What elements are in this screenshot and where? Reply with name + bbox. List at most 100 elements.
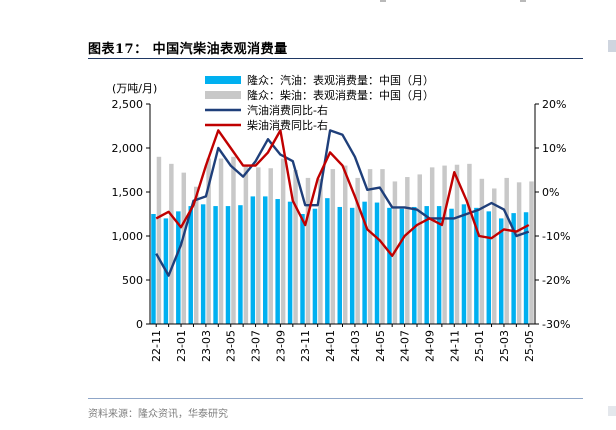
x-tick-label: 22-11: [150, 330, 163, 362]
bar-gasoline-24-12: [461, 204, 467, 324]
bar-gasoline-24-01: [325, 198, 330, 324]
bar-diesel-23-12: [318, 178, 323, 324]
bar-gasoline-23-03: [200, 204, 206, 324]
bar-diesel-23-02: [193, 186, 199, 324]
y-axis-label: (万吨/月): [112, 82, 157, 95]
x-tick-label: 24-01: [324, 330, 337, 362]
bar-gasoline-23-11: [300, 214, 305, 324]
bar-diesel-24-10: [442, 165, 447, 324]
bar-diesel-24-07: [405, 177, 410, 324]
y-left-tick-label: 2,000: [112, 142, 144, 155]
legend-swatch: [205, 76, 241, 84]
y-left-tick-label: 1,500: [112, 186, 144, 199]
bar-gasoline-23-07: [250, 196, 256, 324]
x-tick-label: 24-03: [349, 330, 362, 362]
y-right-tick-label: -20%: [542, 274, 570, 287]
y-right-tick-label: -30%: [542, 318, 570, 331]
bar-diesel-24-08: [417, 174, 422, 324]
bar-gasoline-25-04: [511, 213, 516, 324]
legend-label: 汽油消费同比-右: [247, 103, 328, 117]
bar-gasoline-24-05: [374, 202, 380, 324]
bar-diesel-23-04: [218, 158, 224, 324]
bar-gasoline-24-06: [387, 207, 392, 324]
bar-diesel-23-03: [206, 158, 211, 324]
bar-diesel-22-12: [169, 163, 174, 324]
bar-gasoline-23-09: [275, 199, 280, 324]
bar-diesel-24-09: [429, 167, 435, 324]
y-left-tick-label: 1,000: [112, 230, 144, 243]
x-tick-label: 23-07: [250, 330, 263, 362]
bar-diesel-24-03: [355, 177, 360, 324]
bar-gasoline-24-11: [449, 208, 454, 324]
x-tick-label: 23-09: [274, 330, 287, 362]
bar-gasoline-24-10: [436, 206, 442, 324]
edge-artifact: [608, 40, 616, 52]
edge-artifact-lower: [608, 406, 616, 416]
bar-gasoline-25-05: [523, 212, 529, 324]
bar-diesel-24-05: [380, 169, 385, 324]
bar-gasoline-25-02: [486, 211, 492, 324]
x-tick-label: 23-01: [175, 330, 188, 362]
bar-diesel-23-08: [268, 168, 273, 324]
legend-label: 隆众：柴油：表观消费量：中国（月）: [247, 88, 434, 102]
figure-title: 图表17： 中国汽柴油表观消费量: [88, 42, 288, 57]
y-right-tick-label: -10%: [542, 230, 570, 243]
bar-gasoline-24-09: [424, 206, 429, 324]
bar-diesel-24-02: [343, 165, 348, 324]
bar-gasoline-23-10: [287, 201, 293, 324]
title-rule: [88, 58, 583, 59]
bar-diesel-25-04: [516, 182, 522, 324]
x-tick-label: 24-09: [423, 330, 436, 362]
x-tick-label: 23-03: [200, 330, 213, 362]
x-tick-label: 23-05: [225, 330, 238, 362]
y-left-tick-label: 2,500: [112, 98, 144, 111]
bar-diesel-23-05: [231, 156, 236, 324]
bar-diesel-25-01: [479, 178, 485, 324]
bar-diesel-23-07: [256, 167, 261, 324]
y-right-tick-label: 10%: [542, 142, 566, 155]
x-tick-label: 24-07: [399, 330, 412, 362]
source-note: 资料来源：隆众资讯，华泰研究: [88, 409, 228, 420]
bar-gasoline-23-02: [188, 206, 193, 324]
x-tick-label: 23-11: [299, 330, 312, 362]
x-tick-label: 25-03: [498, 330, 511, 362]
footer-rule: [88, 398, 583, 399]
bar-gasoline-25-01: [474, 207, 479, 324]
bar-gasoline-23-05: [225, 206, 231, 324]
top-edge-artifact: [380, 0, 530, 2]
legend-label: 柴油消费同比-右: [247, 118, 328, 132]
y-right-tick-label: 20%: [542, 98, 566, 111]
bar-gasoline-24-02: [337, 206, 342, 324]
y-left-tick-label: 0: [136, 318, 143, 331]
bar-gasoline-23-01: [176, 211, 181, 324]
bar-diesel-25-03: [504, 177, 509, 324]
y-right-tick-label: 0%: [542, 186, 559, 199]
bar-gasoline-24-03: [349, 207, 355, 324]
bar-diesel-25-02: [492, 188, 497, 324]
line-gasoline-yoy: [155, 129, 530, 277]
bar-diesel-23-01: [181, 172, 187, 324]
bar-gasoline-24-08: [412, 206, 417, 324]
bar-diesel-23-10: [293, 170, 298, 324]
bar-gasoline-25-03: [498, 218, 504, 324]
line-diesel-yoy: [155, 129, 530, 258]
bar-gasoline-24-04: [362, 201, 367, 324]
bar-diesel-23-06: [243, 164, 249, 324]
bar-diesel-25-05: [529, 181, 534, 324]
bar-gasoline-23-08: [263, 196, 268, 324]
y-left-tick-label: 500: [122, 274, 143, 287]
bar-diesel-24-11: [454, 164, 460, 324]
bar-gasoline-23-06: [238, 205, 243, 324]
legend-swatch: [205, 91, 241, 99]
lines-layer: [155, 129, 530, 277]
bar-diesel-22-11: [156, 156, 162, 324]
bar-diesel-23-11: [305, 177, 311, 324]
bar-diesel-24-01: [330, 169, 336, 324]
bar-diesel-23-09: [280, 158, 286, 324]
x-tick-label: 25-05: [523, 330, 536, 362]
legend: 隆众：汽油：表观消费量：中国（月）隆众：柴油：表观消费量：中国（月）汽油消费同比…: [205, 73, 434, 132]
x-tick-label: 25-01: [473, 330, 486, 362]
axes-layer: 0 500 1,000 1,500 2,000 2,500 -30% -20% -10% 0% 10…: [112, 82, 571, 362]
bar-diesel-24-04: [367, 169, 373, 324]
